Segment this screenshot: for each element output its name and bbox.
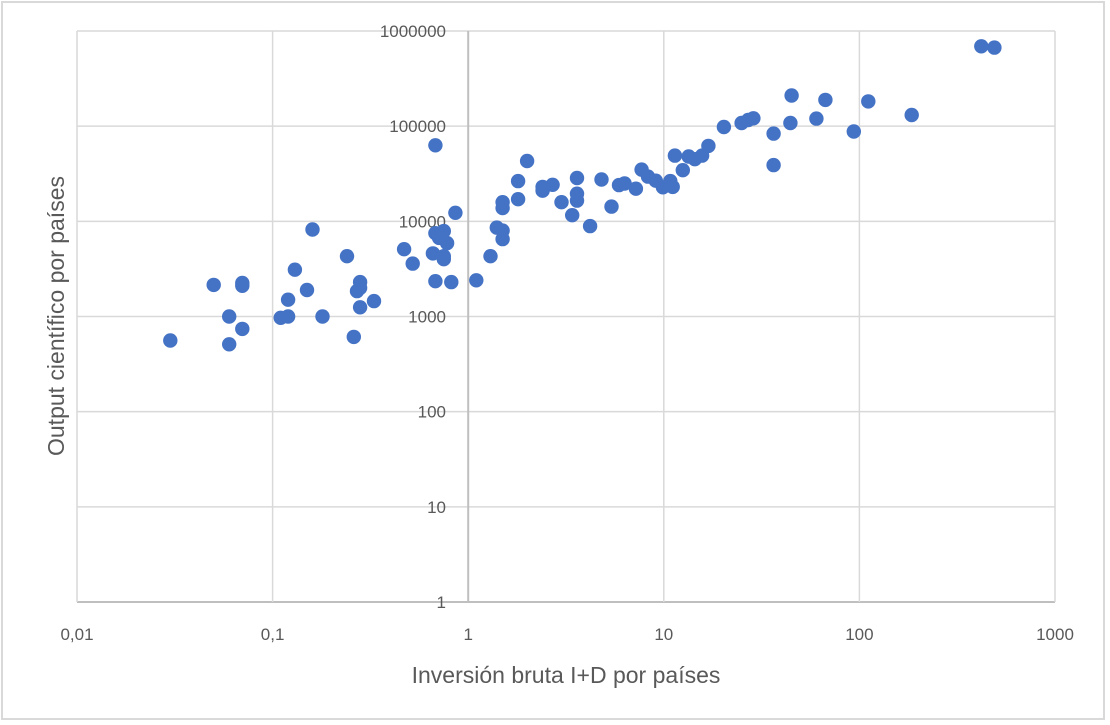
data-point <box>206 277 221 293</box>
x-tick-label: 0,01 <box>60 625 93 644</box>
y-tick-label: 1000000 <box>380 22 446 41</box>
data-point <box>495 200 510 216</box>
data-point <box>766 157 781 173</box>
data-point <box>716 119 732 135</box>
data-point <box>665 179 680 195</box>
data-points <box>163 39 1002 352</box>
data-point <box>510 173 526 189</box>
data-point <box>425 246 441 261</box>
data-point <box>235 278 250 293</box>
y-axis-title: Output científico por países <box>43 176 69 456</box>
data-point <box>352 300 368 315</box>
data-point <box>439 235 455 251</box>
data-point <box>299 282 315 298</box>
data-point <box>339 249 355 264</box>
data-point <box>746 111 761 126</box>
data-point <box>495 231 510 247</box>
data-point <box>861 94 876 109</box>
x-tick-label: 1000 <box>1036 625 1074 644</box>
data-point <box>904 107 919 123</box>
data-point <box>448 205 463 220</box>
data-point <box>974 39 989 54</box>
gridlines <box>76 30 1056 603</box>
data-point <box>675 163 690 178</box>
data-point <box>519 153 535 169</box>
data-point <box>594 172 609 187</box>
data-point <box>617 176 632 191</box>
data-point <box>287 262 303 277</box>
data-point <box>809 111 824 126</box>
data-point <box>396 242 412 257</box>
data-point <box>569 170 585 186</box>
data-point <box>784 88 799 103</box>
data-point <box>628 181 644 196</box>
data-point <box>510 192 526 207</box>
data-point <box>565 208 580 223</box>
data-point <box>554 195 569 210</box>
y-tick-label: 1 <box>437 593 446 612</box>
data-point <box>222 337 237 352</box>
data-point <box>346 329 361 345</box>
data-point <box>428 138 443 153</box>
x-tick-label: 1 <box>463 625 472 644</box>
x-tick-label: 10 <box>654 625 673 644</box>
y-tick-label: 100000 <box>389 117 446 136</box>
data-point <box>667 148 683 163</box>
data-point <box>483 249 498 264</box>
data-point <box>582 218 598 234</box>
data-point <box>604 199 619 214</box>
data-point <box>163 333 178 348</box>
y-tick-label: 1000 <box>408 308 446 327</box>
data-point <box>222 309 237 324</box>
data-point <box>846 124 861 139</box>
x-tick-label: 100 <box>845 625 873 644</box>
data-point <box>469 273 484 288</box>
data-point <box>444 274 459 290</box>
data-point <box>352 280 368 296</box>
data-point <box>701 138 716 154</box>
data-point <box>987 40 1002 55</box>
data-point <box>766 126 781 141</box>
data-point <box>280 292 296 307</box>
data-point <box>818 92 833 108</box>
data-point <box>428 274 443 289</box>
x-axis-title: Inversión bruta I+D por países <box>412 662 721 688</box>
y-tick-label: 10 <box>427 498 446 517</box>
data-point <box>569 193 585 208</box>
data-point <box>783 115 798 131</box>
data-point <box>405 256 420 271</box>
data-point <box>545 177 560 192</box>
data-point <box>366 293 382 309</box>
data-point <box>305 222 320 237</box>
data-point <box>436 249 451 264</box>
data-point <box>436 223 451 239</box>
data-point <box>235 321 250 337</box>
y-tick-label: 100 <box>418 403 446 422</box>
data-point <box>315 309 330 324</box>
x-tick-label: 0,1 <box>261 625 285 644</box>
data-point <box>280 309 296 324</box>
